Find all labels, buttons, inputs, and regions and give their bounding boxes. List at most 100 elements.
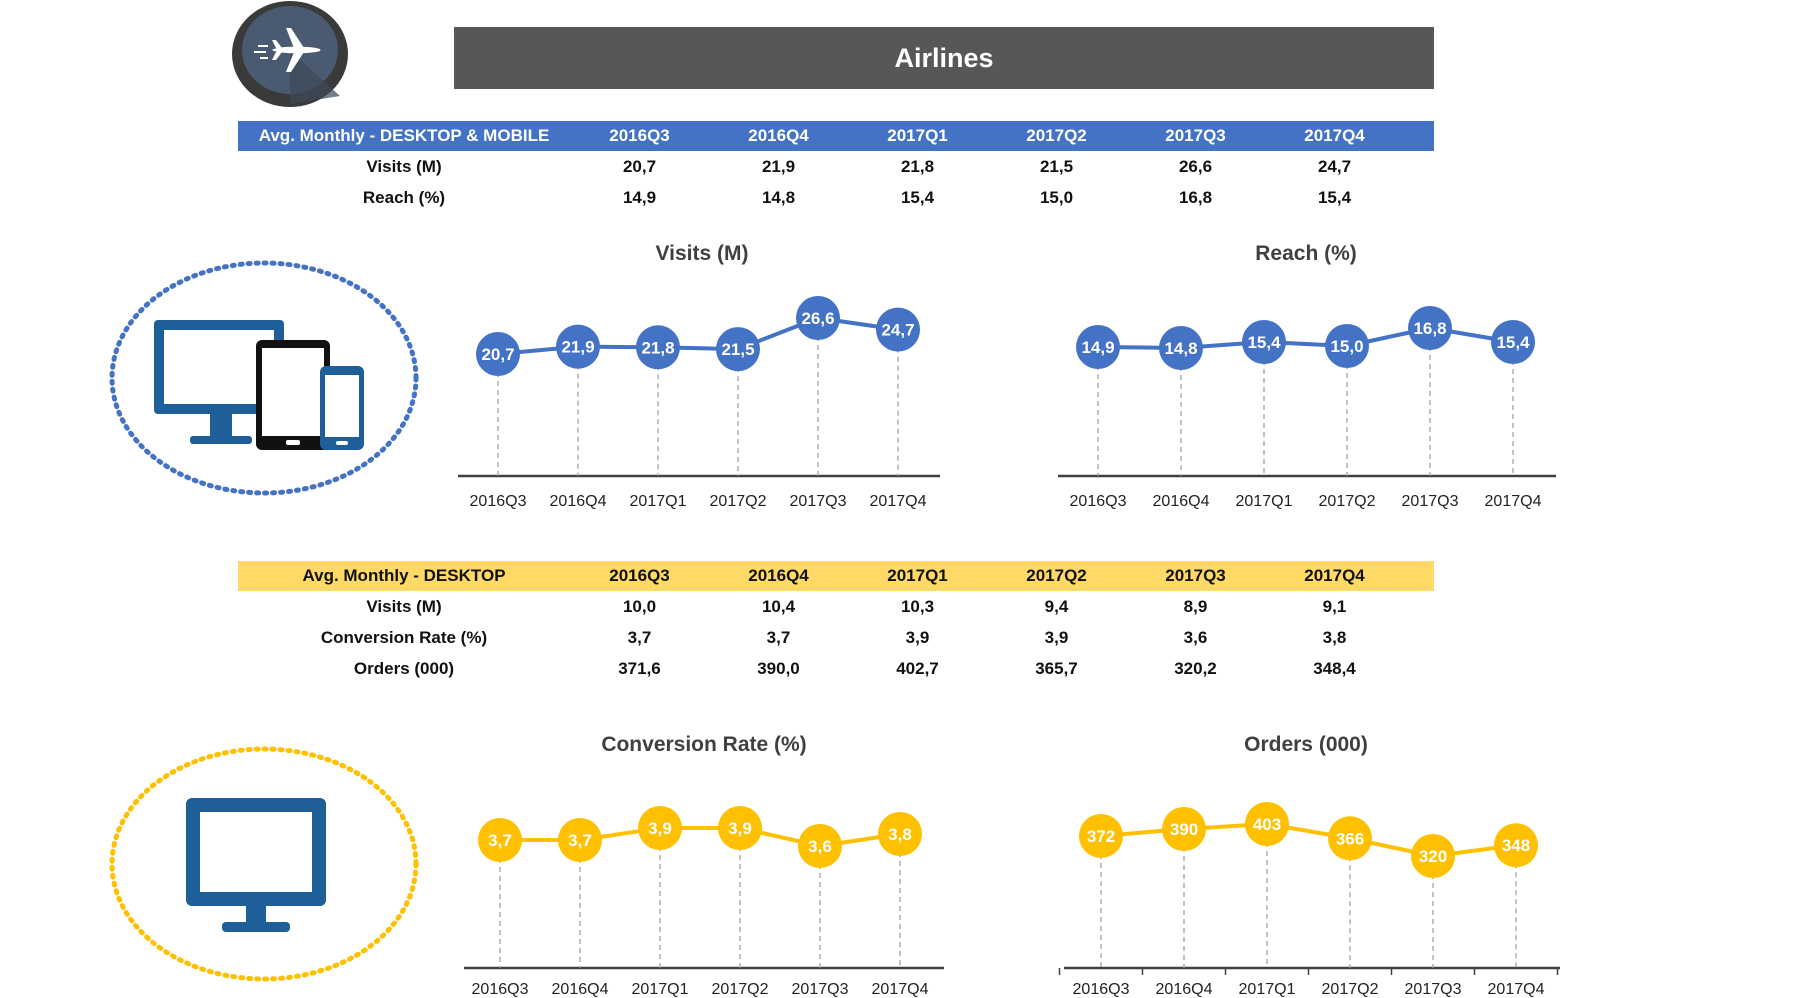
x-tick-label: 2016Q3 (470, 493, 527, 510)
table-cell: 20,7 (622, 156, 657, 176)
data-label: 3,7 (488, 831, 512, 850)
data-point (1328, 816, 1372, 861)
quarter-header: 2017Q1 (887, 566, 948, 585)
row-label: Reach (%) (362, 187, 446, 207)
data-label: 372 (1087, 827, 1115, 846)
desktop-tablet-phone-icon (109, 260, 419, 496)
x-tick-label: 2017Q1 (1239, 981, 1296, 998)
x-tick-label: 2017Q2 (1319, 493, 1376, 510)
data-point (876, 307, 920, 352)
table-cell: 390,0 (757, 658, 800, 678)
quarter-header: 2016Q3 (609, 126, 670, 145)
table-cell: 3,7 (627, 627, 652, 647)
table-cell: 348,4 (1313, 658, 1356, 678)
row-label: Orders (000) (353, 658, 455, 678)
data-point (1079, 813, 1123, 858)
data-label: 15,0 (1330, 337, 1363, 356)
data-point (878, 812, 922, 856)
x-tick-label: 2017Q1 (1236, 493, 1293, 510)
data-point (476, 332, 520, 376)
data-label: 26,6 (801, 309, 834, 328)
desktop-monitor-icon (109, 746, 419, 982)
table-cell: 14,9 (622, 187, 657, 207)
data-label: 320 (1419, 847, 1447, 866)
data-point (1245, 802, 1289, 846)
table-cell: 21,5 (1039, 156, 1074, 176)
table-cell: 15,4 (1317, 187, 1352, 207)
table-row: Conversion Rate (%) 3,7 3,7 3,9 3,9 3,6 … (238, 622, 1434, 653)
x-tick-label: 2017Q1 (630, 493, 687, 510)
table-cell: 21,9 (761, 156, 796, 176)
table-cell: 15,0 (1039, 187, 1074, 207)
x-tick-label: 2017Q1 (632, 981, 689, 998)
table-cell: 402,7 (896, 658, 939, 678)
data-point (1242, 320, 1286, 364)
row-label: Conversion Rate (%) (320, 627, 488, 647)
row-label: Visits (M) (366, 156, 442, 176)
x-tick-label: 2017Q2 (712, 981, 769, 998)
data-point (556, 324, 600, 369)
table-cell: 26,6 (1178, 156, 1213, 176)
data-label: 24,7 (881, 321, 914, 340)
data-label: 14,9 (1081, 338, 1114, 357)
x-tick-label: 2017Q4 (1488, 981, 1545, 998)
page-title: Airlines (454, 27, 1434, 89)
table-cell: 15,4 (900, 187, 935, 207)
table-header-label: Avg. Monthly - DESKTOP & MOBILE (258, 126, 550, 145)
table-header-label: Avg. Monthly - DESKTOP (302, 566, 506, 585)
x-tick-label: 2017Q3 (1405, 981, 1462, 998)
data-point (1076, 325, 1120, 369)
data-label: 21,5 (721, 340, 754, 359)
table-header: Avg. Monthly - DESKTOP 2016Q3 2016Q4 201… (238, 561, 1434, 591)
visits-line-chart: 20,7 21,9 21,8 21,5 26,6 24,7 2016Q3 2016Q4 2017… (458, 296, 940, 510)
quarter-header: 2016Q3 (609, 566, 670, 585)
x-tick-label: 2016Q3 (472, 981, 529, 998)
orders-line-chart: 372 390 403 366 320 348 2016Q3 2016Q4 2017Q1 2017… (1058, 802, 1560, 998)
data-label: 390 (1170, 820, 1198, 839)
conversion-rate-line-chart: 3,7 3,7 3,9 3,9 3,6 3,8 2016Q3 2016Q4 2017Q1 2017… (464, 806, 944, 998)
table-cell: 24,7 (1317, 156, 1352, 176)
quarter-header: 2016Q4 (748, 566, 809, 585)
quarter-header: 2017Q1 (887, 126, 948, 145)
x-tick-label: 2017Q2 (1322, 981, 1379, 998)
table-cell: 371,6 (618, 658, 661, 678)
data-label: 21,8 (641, 338, 674, 357)
data-label: 14,8 (1164, 339, 1197, 358)
table-cell: 3,6 (1183, 627, 1208, 647)
x-tick-label: 2017Q4 (1485, 493, 1542, 510)
x-tick-label: 2016Q4 (550, 493, 607, 510)
data-label: 403 (1253, 815, 1281, 834)
table-row: Visits (M) 10,0 10,4 10,3 9,4 8,9 9,1 (238, 591, 1434, 622)
table-row: Visits (M) 20,7 21,9 21,8 21,5 26,6 24,7 (238, 151, 1434, 182)
table-cell: 3,9 (905, 627, 930, 647)
data-label: 3,7 (568, 831, 592, 850)
table-cell: 365,7 (1035, 658, 1078, 678)
quarter-header: 2016Q4 (748, 126, 809, 145)
table-cell: 21,8 (900, 156, 935, 176)
table-cell: 320,2 (1174, 658, 1217, 678)
table-cell: 10,0 (622, 596, 657, 616)
table-cell: 9,4 (1044, 596, 1069, 616)
desktop-mobile-table: Avg. Monthly - DESKTOP & MOBILE 2016Q3 2… (238, 121, 1434, 213)
data-label: 348 (1502, 836, 1530, 855)
x-tick-label: 2016Q4 (1156, 981, 1213, 998)
airplane-icon (232, 1, 348, 107)
data-label: 3,8 (888, 825, 912, 844)
x-tick-label: 2017Q4 (870, 493, 927, 510)
data-point (636, 325, 680, 370)
x-tick-label: 2016Q3 (1073, 981, 1130, 998)
data-label: 16,8 (1413, 319, 1446, 338)
chart-title: Orders (000) (1244, 733, 1368, 756)
x-tick-label: 2016Q4 (552, 981, 609, 998)
x-tick-label: 2017Q3 (1402, 493, 1459, 510)
data-label: 366 (1336, 829, 1364, 848)
data-point (1491, 320, 1535, 364)
data-point (638, 806, 682, 850)
quarter-header: 2017Q3 (1165, 126, 1226, 145)
data-label: 15,4 (1247, 333, 1281, 352)
table-cell: 3,7 (766, 627, 791, 647)
data-label: 15,4 (1496, 333, 1530, 352)
table-cell: 3,9 (1044, 627, 1069, 647)
x-tick-label: 2016Q3 (1070, 493, 1127, 510)
